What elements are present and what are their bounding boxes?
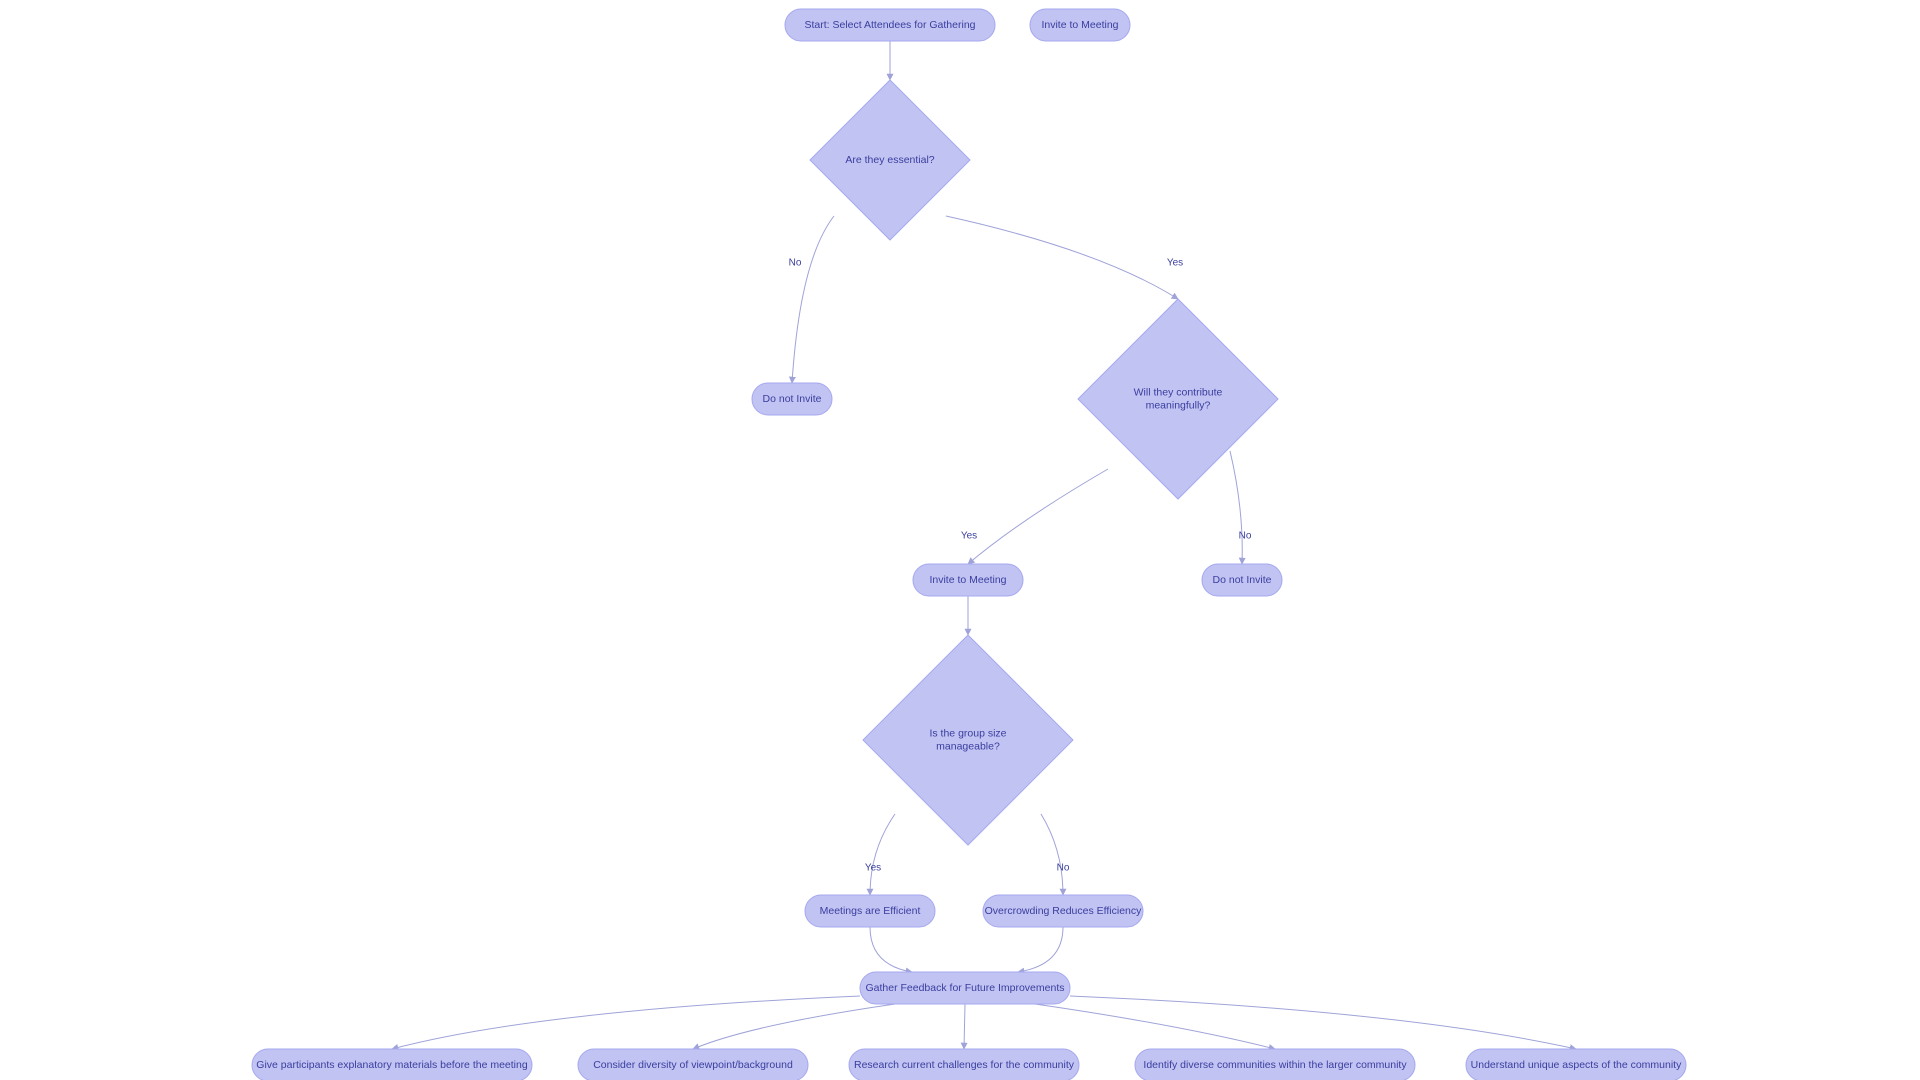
flowchart-canvas: NoYesYesNoYesNoStart: Select Attendees f… bbox=[0, 0, 1920, 1080]
node-label: Understand unique aspects of the communi… bbox=[1471, 1059, 1682, 1071]
node-feedback: Gather Feedback for Future Improvements bbox=[860, 972, 1070, 1004]
node-label: Identify diverse communities within the … bbox=[1143, 1059, 1407, 1071]
edge-label-d_contr-invite1: Yes bbox=[961, 531, 977, 542]
edge-label-d_ess-d_contr: Yes bbox=[1167, 258, 1183, 269]
edge-d_contr-invite1 bbox=[968, 469, 1108, 564]
node-label: Give participants explanatory materials … bbox=[256, 1059, 528, 1071]
edge-label-d_ess-noInv1: No bbox=[789, 258, 802, 269]
node-label: Consider diversity of viewpoint/backgrou… bbox=[593, 1059, 793, 1071]
node-eff: Meetings are Efficient bbox=[805, 895, 935, 927]
edge-d_contr-noInv2 bbox=[1230, 451, 1242, 564]
node-b2: Consider diversity of viewpoint/backgrou… bbox=[578, 1049, 808, 1080]
edge-feedback-b5 bbox=[1070, 996, 1576, 1049]
edge-d_ess-noInv1 bbox=[792, 216, 834, 383]
node-b1: Give participants explanatory materials … bbox=[252, 1049, 532, 1080]
node-noInv2: Do not Invite bbox=[1202, 564, 1282, 596]
edge-d_size-eff bbox=[870, 814, 895, 895]
nodes-layer: Start: Select Attendees for Gathering Inv… bbox=[252, 9, 1686, 1080]
node-d_size: Is the group sizemanageable? bbox=[863, 635, 1073, 845]
node-b5: Understand unique aspects of the communi… bbox=[1466, 1049, 1686, 1080]
node-label: Will they contributemeaningfully? bbox=[1134, 386, 1223, 411]
edge-feedback-b1 bbox=[392, 996, 860, 1049]
node-label: Invite to Meeting bbox=[929, 574, 1006, 586]
edge-label-d_size-overcr: No bbox=[1057, 863, 1070, 874]
edge-label-d_size-eff: Yes bbox=[865, 863, 881, 874]
node-label: Meetings are Efficient bbox=[820, 905, 921, 917]
node-label: Start: Select Attendees for Gathering bbox=[804, 19, 975, 31]
node-start: Start: Select Attendees for Gathering bbox=[785, 9, 995, 41]
edge-feedback-b4 bbox=[1035, 1004, 1275, 1049]
node-noInv1: Do not Invite bbox=[752, 383, 832, 415]
node-overcr: Overcrowding Reduces Efficiency bbox=[983, 895, 1143, 927]
node-label: Invite to Meeting bbox=[1041, 19, 1118, 31]
node-label: Do not Invite bbox=[1213, 574, 1272, 586]
edge-overcr-feedback bbox=[1018, 927, 1063, 972]
edges-layer: No Yes Yes No Yes No bbox=[392, 41, 1576, 1049]
node-label: Do not Invite bbox=[763, 393, 822, 405]
node-label: Are they essential? bbox=[845, 154, 934, 166]
node-label: Gather Feedback for Future Improvements bbox=[865, 982, 1064, 994]
node-label: Research current challenges for the comm… bbox=[854, 1059, 1075, 1071]
edge-eff-feedback bbox=[870, 927, 912, 972]
edge-d_ess-d_contr bbox=[946, 216, 1178, 299]
node-invite0: Invite to Meeting bbox=[1030, 9, 1130, 41]
node-label: Overcrowding Reduces Efficiency bbox=[985, 905, 1143, 917]
node-b4: Identify diverse communities within the … bbox=[1135, 1049, 1415, 1080]
node-label: Is the group sizemanageable? bbox=[929, 727, 1006, 752]
node-invite1: Invite to Meeting bbox=[913, 564, 1023, 596]
edge-feedback-b2 bbox=[693, 1004, 895, 1049]
node-b3: Research current challenges for the comm… bbox=[849, 1049, 1079, 1080]
edge-d_size-overcr bbox=[1041, 814, 1063, 895]
edge-label-d_contr-noInv2: No bbox=[1239, 531, 1252, 542]
edge-feedback-b3 bbox=[964, 1004, 965, 1049]
